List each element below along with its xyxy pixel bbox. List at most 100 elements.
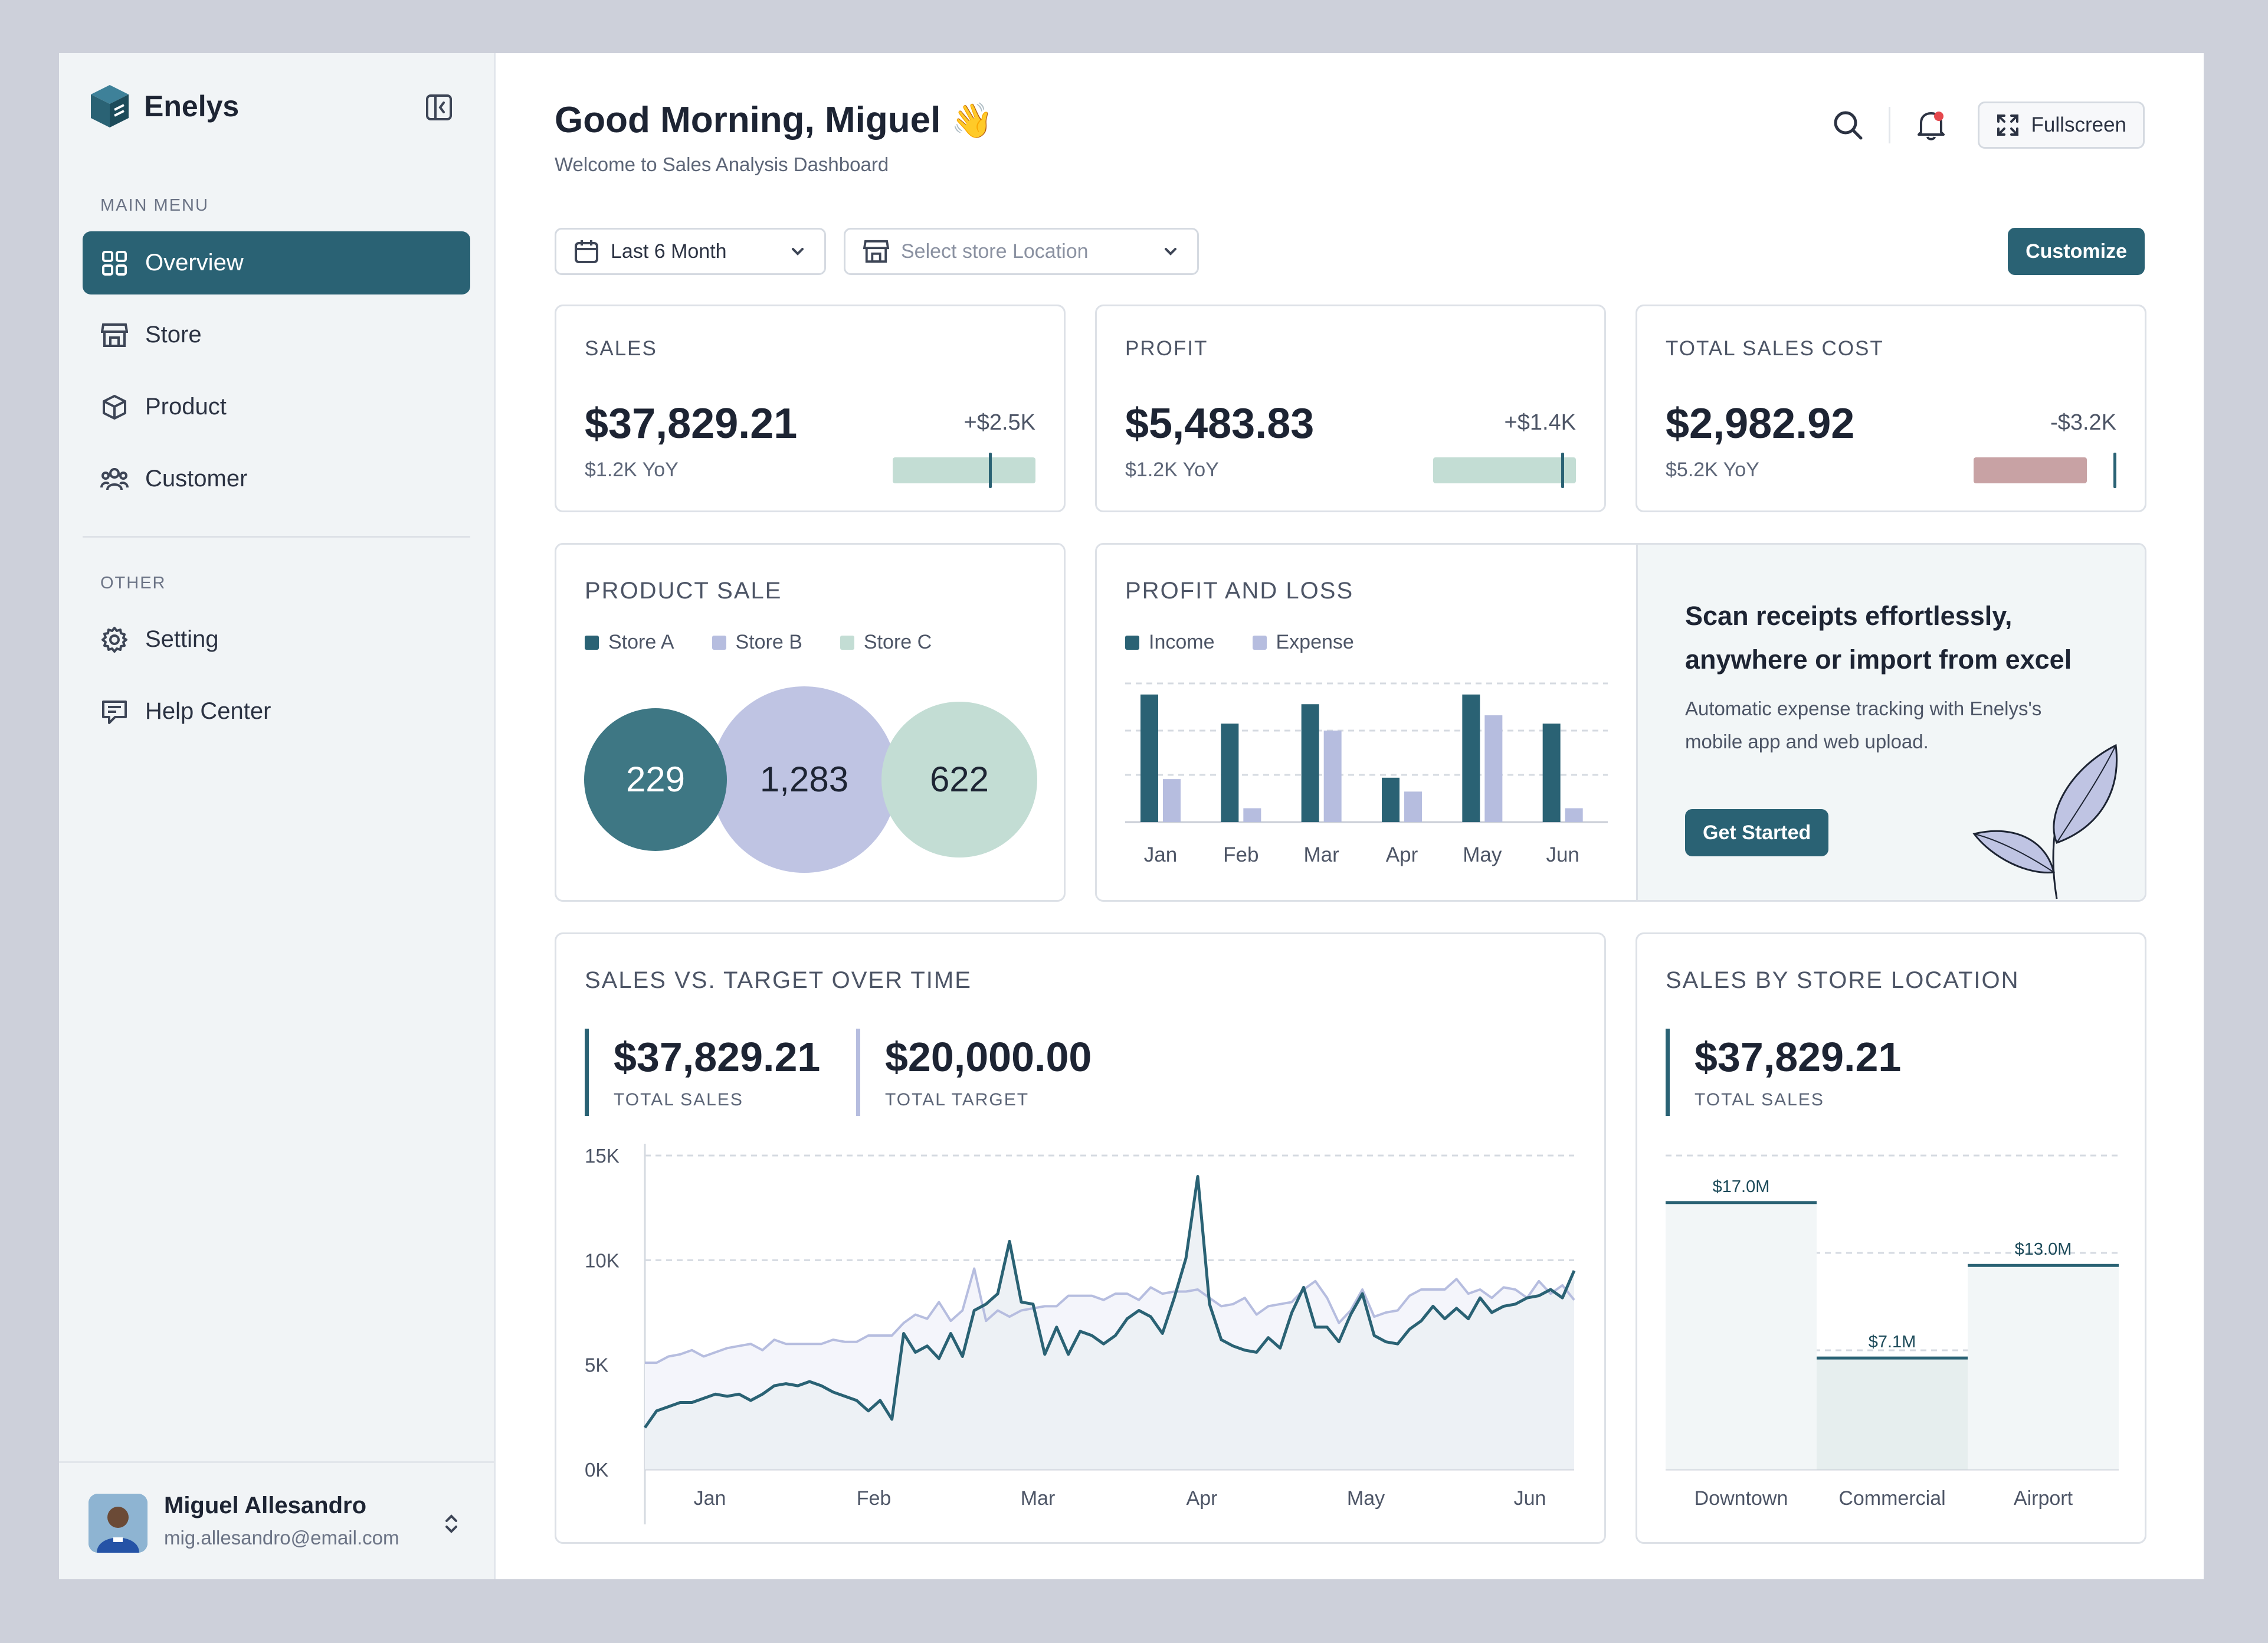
kpi-card-total-sales-cost: TOTAL SALES COST $2,982.92 $5.2K YoY -$3… bbox=[1636, 305, 2146, 512]
cube-logo-icon bbox=[91, 85, 129, 127]
leaf-illustration-icon bbox=[1972, 744, 2118, 899]
sidebar-item-overview[interactable]: Overview bbox=[83, 231, 470, 294]
sales-by-location-chart: $17.0M Downtown $7.1M Commercial $13.0M Airpo… bbox=[1666, 1154, 2119, 1510]
total-sales-stat: $37,829.21 TOTAL SALES bbox=[585, 1029, 820, 1116]
users-icon bbox=[100, 465, 129, 493]
header-actions: Fullscreen bbox=[1827, 102, 2145, 149]
bell-icon bbox=[1917, 112, 1945, 140]
location-select[interactable]: Select store Location bbox=[844, 228, 1199, 275]
total-sales-label: TOTAL SALES bbox=[614, 1090, 743, 1109]
user-name: Miguel Allesandro bbox=[164, 1493, 367, 1518]
sidebar-item-help-center[interactable]: Help Center bbox=[83, 680, 470, 743]
x-tick-label: Jan bbox=[1144, 843, 1177, 866]
bar-expense-apr bbox=[1404, 791, 1422, 822]
sidebar-collapse-icon bbox=[426, 94, 452, 120]
collapse-sidebar-button[interactable] bbox=[424, 92, 454, 123]
kpi-progress-marker bbox=[1561, 453, 1564, 488]
product-sale-bubbles: 229 1,283 622 bbox=[584, 686, 1037, 873]
y-tick-label: 15K bbox=[585, 1145, 620, 1167]
bar-income-feb bbox=[1221, 724, 1239, 822]
legend-expense: Expense bbox=[1252, 631, 1354, 654]
legend-income: Income bbox=[1125, 631, 1215, 654]
kpi-title: SALES bbox=[585, 337, 657, 360]
x-tick-label: Airport bbox=[2014, 1487, 2073, 1510]
user-email: mig.allesandro@email.com bbox=[164, 1527, 399, 1549]
sidebar-item-setting[interactable]: Setting bbox=[83, 608, 470, 671]
bar-value-label: $13.0M bbox=[2015, 1240, 2072, 1259]
page-title: Good Morning, Miguel 👋 bbox=[555, 99, 994, 141]
search-button[interactable] bbox=[1827, 104, 1869, 146]
kpi-delta: -$3.2K bbox=[2050, 410, 2116, 435]
sales-vs-target-card: SALES VS. TARGET OVER TIME $37,829.21 TO… bbox=[555, 932, 1606, 1544]
kpi-card-profit: PROFIT $5,483.83 $1.2K YoY +$1.4K bbox=[1095, 305, 1606, 512]
bubble-store-a bbox=[584, 708, 727, 851]
main-content: Good Morning, Miguel 👋 Welcome to Sales … bbox=[496, 53, 2204, 1579]
main-menu-label: MAIN MENU bbox=[100, 196, 209, 215]
brand[interactable]: Enelys bbox=[89, 83, 239, 130]
sidebar-item-label: Overview bbox=[145, 250, 244, 276]
bar-expense-may bbox=[1484, 715, 1503, 822]
bubble-store-b bbox=[711, 686, 897, 873]
sidebar-item-store[interactable]: Store bbox=[83, 303, 470, 366]
get-started-button[interactable]: Get Started bbox=[1685, 809, 1829, 856]
card-title: SALES VS. TARGET OVER TIME bbox=[585, 967, 972, 993]
kpi-value: $2,982.92 bbox=[1666, 400, 1855, 447]
kpi-progress-bar bbox=[893, 457, 1035, 483]
period-value: Last 6 Month bbox=[611, 240, 727, 263]
sidebar-item-customer[interactable]: Customer bbox=[83, 447, 470, 510]
sidebar-item-label: Customer bbox=[145, 466, 248, 492]
customize-button[interactable]: Customize bbox=[2008, 228, 2145, 275]
bar-expense-jan bbox=[1163, 779, 1181, 822]
product-sale-card: PRODUCT SALE Store A Store B Store C 229… bbox=[555, 543, 1066, 902]
legend-store-b: Store B bbox=[712, 631, 802, 654]
bar-airport bbox=[1968, 1265, 2119, 1469]
fullscreen-button[interactable]: Fullscreen bbox=[1977, 102, 2145, 149]
kpi-progress-marker bbox=[989, 453, 992, 488]
bubble-label-store-c: 622 bbox=[930, 760, 989, 799]
grid-icon bbox=[100, 249, 129, 277]
promo-panel: Scan receipts effortlessly, anywhere or … bbox=[1636, 545, 2145, 900]
bar-value-label: $17.0M bbox=[1713, 1177, 1770, 1196]
x-tick-label: Feb bbox=[1223, 843, 1258, 866]
sidebar-divider bbox=[83, 536, 470, 538]
x-tick-label: Apr bbox=[1187, 1487, 1218, 1510]
page-subtitle: Welcome to Sales Analysis Dashboard bbox=[555, 153, 889, 175]
other-menu-label: OTHER bbox=[100, 574, 166, 593]
promo-title: Scan receipts effortlessly, anywhere or … bbox=[1685, 601, 2072, 675]
legend-store-c: Store C bbox=[840, 631, 932, 654]
total-target-stat: $20,000.00 TOTAL TARGET bbox=[856, 1029, 1092, 1116]
bar-downtown bbox=[1666, 1202, 1817, 1469]
sales-vs-target-chart: 15K 10K 5K 0K Jan Feb Mar Apr May Jun bbox=[585, 1144, 1576, 1524]
x-tick-label: May bbox=[1463, 843, 1502, 866]
sidebar: Enelys MAIN MENU Overview bbox=[59, 53, 496, 1579]
bar-income-apr bbox=[1382, 777, 1400, 822]
sales-area bbox=[645, 1176, 1574, 1469]
box-icon bbox=[100, 393, 129, 421]
sidebar-item-label: Store bbox=[145, 322, 202, 348]
y-tick-label: 0K bbox=[585, 1459, 608, 1481]
store-icon bbox=[863, 240, 889, 263]
chevron-down-icon bbox=[792, 248, 804, 256]
notifications-button[interactable] bbox=[1910, 104, 1952, 146]
search-icon bbox=[1834, 111, 1863, 140]
x-tick-label: Apr bbox=[1386, 843, 1418, 866]
chevron-up-down-icon[interactable] bbox=[437, 1509, 466, 1539]
kpi-title: TOTAL SALES COST bbox=[1666, 337, 1884, 360]
calendar-icon bbox=[575, 240, 598, 263]
kpi-delta: +$2.5K bbox=[963, 410, 1036, 435]
x-tick-label: May bbox=[1347, 1487, 1385, 1510]
header-divider bbox=[1888, 107, 1890, 143]
notification-dot bbox=[1933, 112, 1943, 121]
promo-text: Automatic expense tracking with Enelys's… bbox=[1685, 698, 2042, 752]
bar-commercial bbox=[1817, 1358, 1968, 1469]
x-tick-label: Jun bbox=[1514, 1487, 1546, 1510]
avatar bbox=[89, 1494, 148, 1553]
total-target-value: $20,000.00 bbox=[885, 1034, 1092, 1080]
user-profile[interactable]: Miguel Allesandro mig.allesandro@email.c… bbox=[59, 1461, 494, 1579]
location-placeholder: Select store Location bbox=[901, 240, 1089, 263]
x-tick-label: Mar bbox=[1021, 1487, 1056, 1510]
period-select[interactable]: Last 6 Month bbox=[555, 228, 826, 275]
sidebar-item-product[interactable]: Product bbox=[83, 375, 470, 438]
total-target-label: TOTAL TARGET bbox=[885, 1090, 1030, 1109]
kpi-progress-bar bbox=[1974, 457, 2087, 483]
